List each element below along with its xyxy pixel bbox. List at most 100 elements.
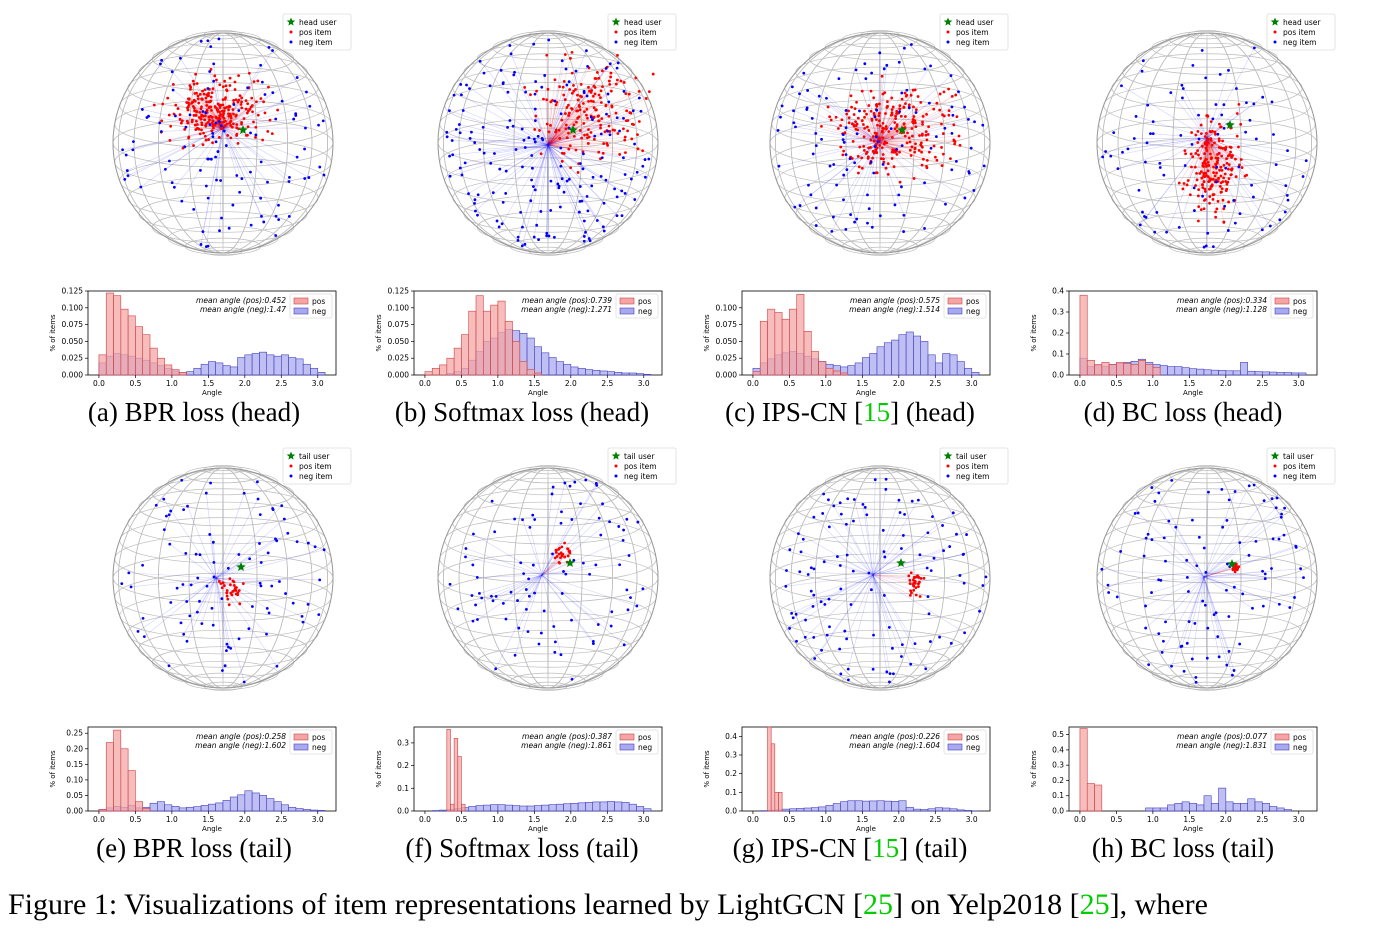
neg-item-point bbox=[902, 213, 906, 217]
pos-item-point bbox=[193, 99, 197, 103]
pos-item-point bbox=[1226, 167, 1230, 171]
neg-line bbox=[1159, 137, 1208, 164]
pos-line bbox=[547, 144, 569, 150]
sphere-outline bbox=[769, 467, 991, 689]
neg-bar bbox=[186, 371, 195, 376]
neg-item-point bbox=[1203, 603, 1207, 607]
neg-item-point bbox=[1241, 592, 1245, 596]
pos-item-point bbox=[246, 133, 249, 137]
pos-item-point bbox=[240, 121, 243, 124]
neg-line bbox=[465, 144, 549, 164]
legend-user-label: tail user bbox=[624, 452, 655, 461]
neg-item-point bbox=[465, 83, 468, 87]
pos-item-point bbox=[152, 103, 156, 107]
neg-item-point bbox=[934, 135, 938, 139]
pos-item-point bbox=[882, 160, 886, 164]
y-axis-label: % of items bbox=[49, 750, 57, 788]
neg-line bbox=[1186, 560, 1205, 578]
neg-item-point bbox=[445, 135, 449, 139]
pos-bar bbox=[1101, 362, 1110, 376]
neg-item-point bbox=[827, 597, 831, 601]
neg-item-point bbox=[1282, 533, 1286, 537]
pos-bar bbox=[461, 803, 466, 812]
neg-item-point bbox=[570, 618, 573, 622]
y-tick-label: 0.025 bbox=[388, 354, 410, 363]
neg-item-point bbox=[198, 553, 202, 557]
neg-item-point bbox=[1107, 591, 1111, 594]
pos-item-point bbox=[237, 589, 241, 592]
latitude-line bbox=[463, 629, 633, 668]
longitude-line bbox=[437, 467, 659, 689]
neg-item-point bbox=[127, 571, 131, 575]
pos-item-point bbox=[636, 147, 640, 151]
pos-item-point bbox=[596, 71, 599, 74]
pos-item-point bbox=[187, 97, 191, 101]
legend-box bbox=[282, 447, 352, 485]
pos-item-point bbox=[174, 103, 178, 107]
neg-line bbox=[466, 84, 549, 146]
neg-bar bbox=[1159, 365, 1168, 376]
legend-pos-label: pos item bbox=[299, 28, 332, 37]
neg-item-point bbox=[521, 165, 524, 169]
pos-item-point bbox=[244, 107, 248, 111]
neg-bar bbox=[178, 807, 187, 812]
legend-pos-label: pos item bbox=[956, 462, 989, 471]
citation-link[interactable]: 25 bbox=[862, 888, 893, 921]
neg-bar bbox=[628, 372, 637, 376]
neg-item-point bbox=[520, 244, 524, 248]
pos-item-point bbox=[592, 100, 595, 103]
citation-link[interactable]: 15 bbox=[872, 833, 900, 863]
pos-bar bbox=[825, 367, 834, 376]
neg-item-point bbox=[1230, 673, 1234, 677]
neg-item-point bbox=[643, 158, 647, 161]
neg-item-point bbox=[1252, 46, 1256, 50]
pos-line bbox=[195, 124, 224, 129]
neg-bar bbox=[942, 353, 951, 376]
latitude-line bbox=[185, 466, 261, 484]
x-tick-label: 3.0 bbox=[966, 379, 978, 388]
neg-item-point bbox=[1162, 639, 1165, 643]
neg-item-point bbox=[218, 229, 221, 233]
latitude-line bbox=[1169, 31, 1245, 49]
pos-line bbox=[539, 130, 549, 146]
longitude-line bbox=[118, 32, 328, 254]
neg-line bbox=[872, 550, 944, 576]
neg-bar bbox=[273, 355, 282, 376]
pos-item-point bbox=[592, 116, 596, 120]
neg-item-point bbox=[266, 551, 270, 555]
pos-item-point bbox=[270, 132, 274, 136]
pos-item-point bbox=[570, 50, 574, 54]
pos-line bbox=[872, 574, 911, 596]
pos-item-point bbox=[913, 88, 917, 92]
neg-line bbox=[533, 564, 543, 576]
pos-bar bbox=[149, 347, 158, 376]
neg-item-point bbox=[547, 38, 551, 42]
neg-line bbox=[877, 106, 953, 143]
pos-line bbox=[222, 81, 255, 129]
neg-item-point bbox=[900, 144, 904, 148]
pos-line bbox=[877, 92, 885, 143]
pos-item-point bbox=[593, 77, 597, 80]
neg-item-point bbox=[812, 567, 816, 571]
neg-line bbox=[796, 574, 874, 615]
neg-line bbox=[215, 549, 325, 579]
pos-item-point bbox=[259, 97, 263, 100]
y-tick-label: 0.15 bbox=[66, 760, 83, 769]
pos-item-point bbox=[169, 124, 173, 128]
pos-item-point bbox=[564, 127, 568, 131]
neg-item-point bbox=[1218, 72, 1222, 76]
neg-item-point bbox=[1227, 498, 1231, 502]
pos-item-point bbox=[826, 105, 830, 109]
citation-link[interactable]: 15 bbox=[863, 397, 891, 427]
pos-item-point bbox=[885, 141, 889, 145]
pos-item-point bbox=[886, 162, 890, 166]
pos-item-point bbox=[1230, 167, 1234, 171]
neg-item-point bbox=[813, 657, 817, 660]
pos-item-point bbox=[940, 122, 943, 126]
neg-bar bbox=[541, 352, 550, 376]
legend-pos-label: pos item bbox=[1283, 28, 1316, 37]
neg-bar bbox=[920, 809, 929, 812]
neg-item-point bbox=[559, 521, 563, 525]
x-tick-label: 0.0 bbox=[747, 379, 759, 388]
citation-link[interactable]: 25 bbox=[1079, 888, 1110, 921]
